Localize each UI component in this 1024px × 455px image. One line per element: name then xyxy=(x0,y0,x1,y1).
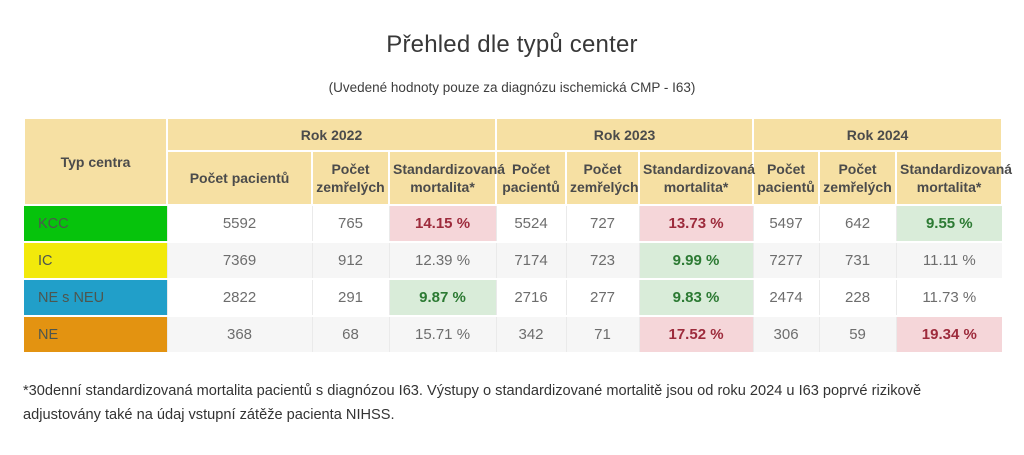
value-cell: 342 xyxy=(495,316,567,354)
row-label-ne: NE xyxy=(24,316,167,354)
subheader-pocet-pacientu-2023: Počet pacientů xyxy=(495,150,568,206)
value-cell: 306 xyxy=(752,316,820,354)
sub-header-row: Počet pacientů Počet zemřelých Standardi… xyxy=(24,150,1012,206)
value-cell: 2716 xyxy=(495,279,567,317)
mortality-cell-good: 9.99 % xyxy=(638,242,754,280)
value-cell: 277 xyxy=(565,279,640,317)
page-title: Přehled dle typů center xyxy=(386,31,638,58)
mortality-cell-good: 9.55 % xyxy=(895,205,1003,243)
value-cell: 5592 xyxy=(166,205,312,243)
value-cell: 727 xyxy=(565,205,640,243)
subheader-pocet-pacientu-2024: Počet pacientů xyxy=(752,150,821,206)
value-cell: 12.39 % xyxy=(388,242,497,280)
value-cell: 59 xyxy=(818,316,897,354)
value-cell: 11.73 % xyxy=(895,279,1003,317)
row-label-kcc: KCC xyxy=(24,205,167,243)
value-cell: 5524 xyxy=(495,205,567,243)
year-header-row: Typ centra Rok 2022 Rok 2023 Rok 2024 xyxy=(23,117,1004,206)
mortality-cell-bad: 13.73 % xyxy=(638,205,754,243)
value-cell: 765 xyxy=(311,205,389,243)
value-cell: 642 xyxy=(818,205,897,243)
value-cell: 7369 xyxy=(166,242,312,280)
centers-overview-table: Typ centra Rok 2022 Rok 2023 Rok 2024 Po… xyxy=(23,117,1012,354)
mortality-cell-good: 9.87 % xyxy=(388,279,497,317)
value-cell: 11.11 % xyxy=(895,242,1003,280)
subheader-std-mortalita-2022: Standardizovaná mortalita* xyxy=(387,150,505,206)
mortality-cell-good: 9.83 % xyxy=(638,279,754,317)
subheader-pocet-pacientu-2022: Počet pacientů xyxy=(166,150,313,206)
year-header-2023: Rok 2023 xyxy=(495,117,755,152)
value-cell: 912 xyxy=(311,242,389,280)
row-label-ne-s-neu: NE s NEU xyxy=(24,279,167,317)
subheader-pocet-zemrelych-2023: Počet zemřelých xyxy=(565,150,641,206)
footnote: *30denní standardizovaná mortalita pacie… xyxy=(23,383,922,423)
mortality-cell-bad: 14.15 % xyxy=(388,205,497,243)
value-cell: 228 xyxy=(818,279,897,317)
value-cell: 71 xyxy=(565,316,640,354)
year-header-2022: Rok 2022 xyxy=(165,117,498,152)
value-cell: 7277 xyxy=(752,242,820,280)
value-cell: 7174 xyxy=(495,242,567,280)
mortality-cell-bad: 19.34 % xyxy=(895,316,1003,354)
corner-header-typ-centra: Typ centra xyxy=(23,117,168,206)
value-cell: 291 xyxy=(311,279,389,317)
table-header: Typ centra Rok 2022 Rok 2023 Rok 2024 Po… xyxy=(23,117,1012,206)
value-cell: 5497 xyxy=(752,205,820,243)
table-row: KCC 5592 765 14.15 % 5524 727 13.73 % 5497 642 9.… xyxy=(24,205,1003,243)
mortality-cell-bad: 17.52 % xyxy=(638,316,754,354)
value-cell: 723 xyxy=(565,242,640,280)
value-cell: 2822 xyxy=(166,279,312,317)
value-cell: 2474 xyxy=(752,279,820,317)
value-cell: 68 xyxy=(311,316,389,354)
table-row: NE 368 68 15.71 % 342 71 17.52 % 306 59 19.34 % xyxy=(24,316,1003,354)
table-body: KCC 5592 765 14.15 % 5524 727 13.73 % 5497 642 9.… xyxy=(24,205,1003,354)
year-header-2024: Rok 2024 xyxy=(752,117,1004,152)
value-cell: 15.71 % xyxy=(388,316,497,354)
value-cell: 731 xyxy=(818,242,897,280)
subheader-std-mortalita-2023: Standardizovaná mortalita* xyxy=(638,150,755,206)
subheader-pocet-zemrelych-2024: Počet zemřelých xyxy=(818,150,898,206)
table-row: NE s NEU 2822 291 9.87 % 2716 277 9.83 % 2474 22… xyxy=(24,279,1003,317)
page-subtitle: (Uvedené hodnoty pouze za diagnózu ische… xyxy=(328,80,696,95)
row-label-ic: IC xyxy=(24,242,167,280)
table-row: IC 7369 912 12.39 % 7174 723 9.99 % 7277 731 11.1… xyxy=(24,242,1003,280)
value-cell: 368 xyxy=(166,316,312,354)
subheader-pocet-zemrelych-2022: Počet zemřelých xyxy=(311,150,390,206)
subheader-std-mortalita-2024: Standardizovaná mortalita* xyxy=(895,150,1012,206)
